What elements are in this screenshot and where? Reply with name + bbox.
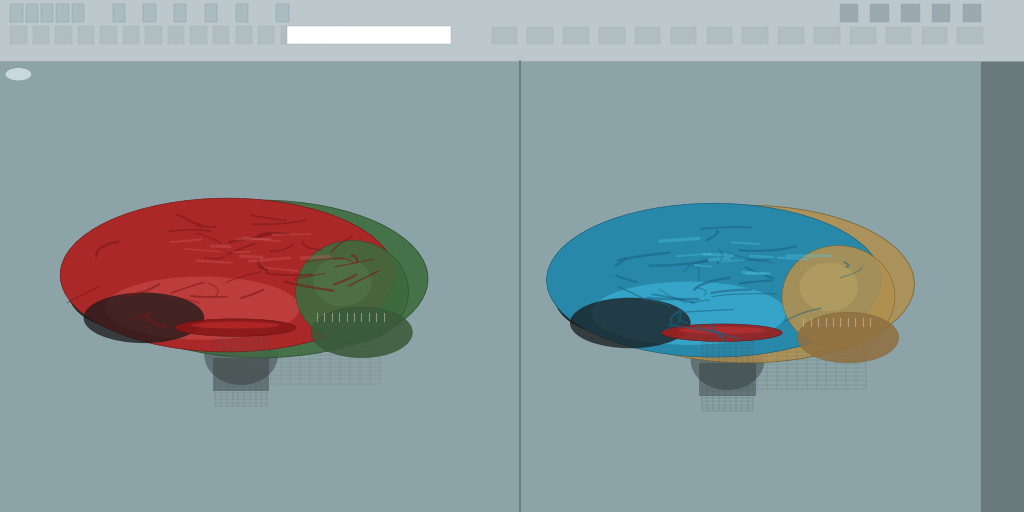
Ellipse shape [662, 324, 782, 342]
Circle shape [5, 68, 32, 81]
Bar [26, 4, 38, 22]
Bar [599, 27, 625, 44]
Ellipse shape [84, 292, 204, 343]
Bar [957, 27, 983, 44]
Bar [281, 26, 297, 44]
Ellipse shape [191, 322, 280, 329]
Bar [190, 26, 207, 44]
Ellipse shape [143, 219, 377, 306]
Ellipse shape [313, 258, 372, 306]
Bar [10, 4, 23, 22]
Bar [850, 27, 876, 44]
Ellipse shape [630, 224, 863, 311]
Ellipse shape [782, 246, 895, 348]
Ellipse shape [690, 330, 765, 390]
Bar [778, 27, 804, 44]
Ellipse shape [592, 282, 786, 345]
Ellipse shape [800, 263, 858, 311]
Bar [520, 0, 1024, 512]
Bar [0, 0, 520, 512]
Bar [236, 26, 252, 44]
FancyBboxPatch shape [699, 363, 756, 396]
Ellipse shape [798, 312, 899, 363]
Bar [123, 26, 139, 44]
Ellipse shape [296, 241, 409, 343]
Bar [742, 27, 768, 44]
Ellipse shape [311, 307, 413, 358]
Bar [145, 26, 162, 44]
Bar [527, 27, 553, 44]
Bar [840, 4, 858, 22]
Ellipse shape [580, 205, 914, 363]
Bar [814, 27, 840, 44]
Bar [963, 4, 981, 22]
FancyBboxPatch shape [213, 358, 269, 391]
Bar [258, 26, 274, 44]
Bar [174, 4, 186, 22]
Bar [41, 4, 53, 22]
Ellipse shape [204, 325, 279, 385]
Bar [635, 27, 660, 44]
Bar [10, 26, 27, 44]
Bar [56, 4, 69, 22]
Bar [33, 26, 49, 44]
Ellipse shape [547, 203, 882, 357]
Ellipse shape [554, 257, 694, 336]
Ellipse shape [60, 198, 395, 352]
Bar [922, 27, 947, 44]
Ellipse shape [105, 276, 299, 340]
Bar [113, 4, 125, 22]
Bar [563, 27, 589, 44]
Ellipse shape [175, 319, 296, 336]
Bar [932, 4, 950, 22]
Bar [72, 4, 84, 22]
Ellipse shape [93, 200, 428, 358]
Bar [886, 27, 911, 44]
Bar [276, 4, 289, 22]
Bar [78, 26, 94, 44]
Ellipse shape [678, 327, 766, 334]
Bar [55, 26, 72, 44]
Bar [870, 4, 889, 22]
Bar [671, 27, 696, 44]
Bar [143, 4, 156, 22]
Bar [287, 26, 451, 44]
Bar [213, 26, 229, 44]
Bar [236, 4, 248, 22]
Bar [981, 0, 1024, 512]
Ellipse shape [68, 252, 208, 331]
Bar [168, 26, 184, 44]
Bar [707, 27, 732, 44]
Bar [901, 4, 920, 22]
Bar [326, 26, 342, 44]
Bar [205, 4, 217, 22]
Bar [100, 26, 117, 44]
Bar [303, 26, 319, 44]
Bar [0, 0, 1024, 61]
Bar [492, 27, 517, 44]
Ellipse shape [570, 297, 690, 348]
